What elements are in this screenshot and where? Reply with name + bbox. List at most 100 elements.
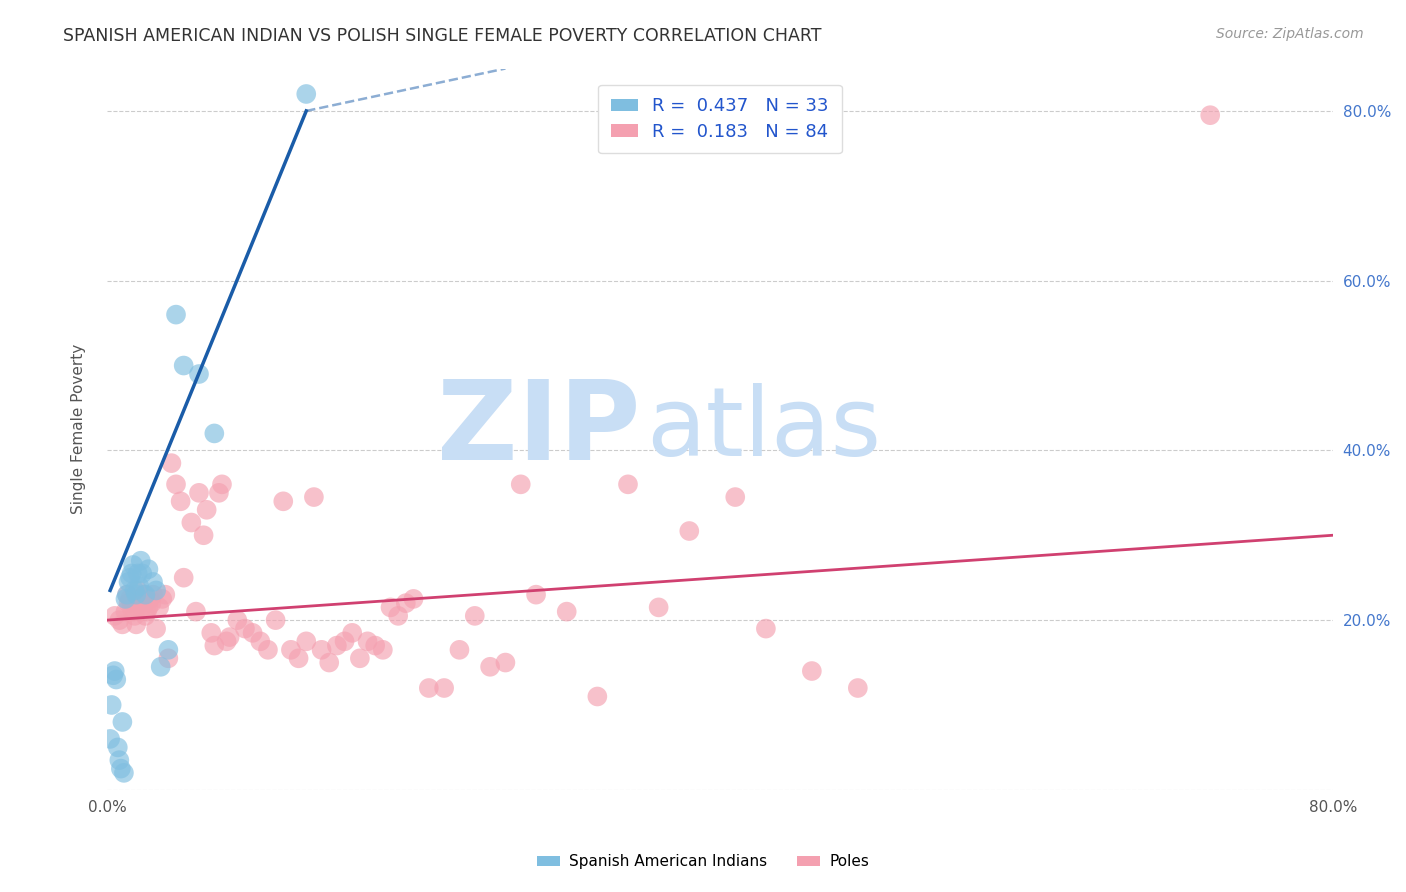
Point [249,634,271,648]
Point [125,617,148,632]
Point [380,600,402,615]
Point [295,87,318,101]
Point [524,588,547,602]
Point [184,605,207,619]
Point [1199,108,1222,122]
Point [157,642,180,657]
Point [211,477,233,491]
Point [121,566,143,581]
Point [150,591,173,606]
Point [800,664,823,678]
Point [494,656,516,670]
Point [114,605,136,619]
Point [111,714,134,729]
Point [148,600,170,615]
Point [129,596,152,610]
Y-axis label: Single Female Poverty: Single Female Poverty [72,344,86,515]
Point [202,639,225,653]
Point [122,558,145,572]
Point [108,613,131,627]
Point [364,639,387,653]
Point [509,477,531,491]
Point [202,426,225,441]
Point [138,600,160,615]
Point [165,477,187,491]
Point [135,605,157,619]
Point [124,608,146,623]
Point [110,762,132,776]
Point [257,642,280,657]
Point [117,596,139,610]
Point [165,308,187,322]
Point [311,642,333,657]
Point [333,634,356,648]
Point [115,588,138,602]
Point [98,731,121,746]
Text: ZIP: ZIP [437,376,640,483]
Point [127,583,149,598]
Point [755,622,778,636]
Legend: R =  0.437   N = 33, R =  0.183   N = 84: R = 0.437 N = 33, R = 0.183 N = 84 [599,85,842,153]
Point [395,596,418,610]
Point [215,634,238,648]
Point [200,625,222,640]
Point [114,591,136,606]
Point [139,591,162,606]
Point [134,588,156,602]
Point [188,485,211,500]
Point [349,651,371,665]
Point [342,625,364,640]
Point [128,579,150,593]
Point [145,583,167,598]
Point [107,740,129,755]
Point [104,664,127,678]
Point [121,600,143,615]
Point [287,651,309,665]
Point [193,528,215,542]
Point [120,571,142,585]
Point [586,690,609,704]
Point [326,639,349,653]
Text: atlas: atlas [647,383,882,475]
Point [387,608,409,623]
Point [145,622,167,636]
Point [371,642,394,657]
Point [131,566,153,581]
Point [188,367,211,381]
Point [464,608,486,623]
Point [132,588,155,602]
Point [127,566,149,581]
Point [846,681,869,695]
Point [169,494,191,508]
Point [724,490,747,504]
Point [295,634,318,648]
Point [105,673,128,687]
Point [264,613,287,627]
Point [226,613,249,627]
Point [617,477,640,491]
Point [103,668,125,682]
Point [129,554,152,568]
Point [271,494,294,508]
Point [433,681,456,695]
Point [195,503,218,517]
Point [418,681,440,695]
Point [678,524,700,538]
Point [141,596,163,610]
Point [479,660,502,674]
Point [160,456,183,470]
Point [131,600,153,615]
Point [115,588,138,602]
Legend: Spanish American Indians, Poles: Spanish American Indians, Poles [530,848,876,875]
Point [173,359,195,373]
Point [233,622,256,636]
Point [117,574,139,589]
Point [318,656,340,670]
Point [124,583,146,598]
Point [647,600,669,615]
Point [142,588,165,602]
Point [138,562,160,576]
Point [555,605,578,619]
Point [173,571,195,585]
Point [104,608,127,623]
